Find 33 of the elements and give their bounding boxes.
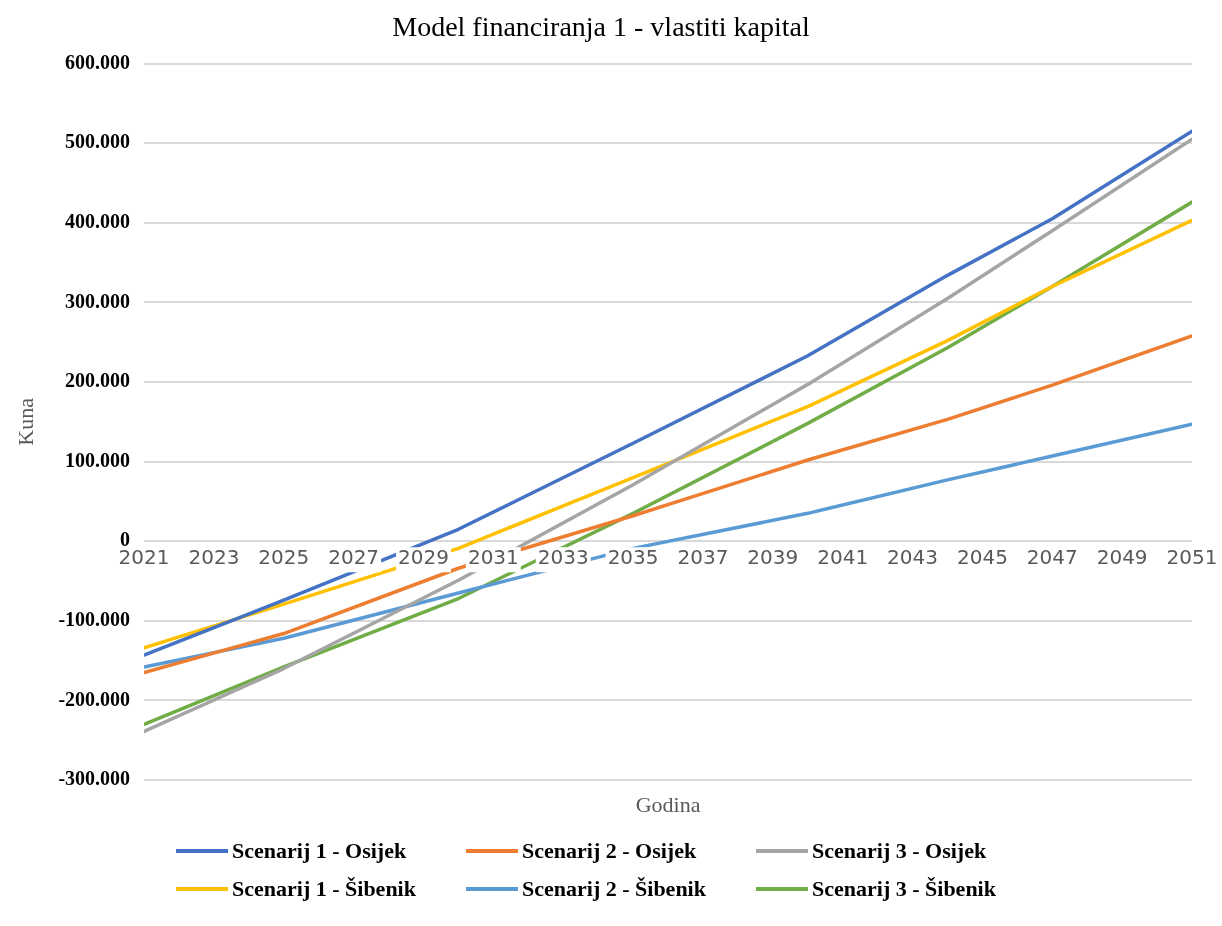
legend-label: Scenarij 1 - Osijek: [232, 838, 407, 864]
x-tick-label: 2035: [607, 545, 659, 570]
x-tick-label: 2025: [258, 545, 310, 570]
x-tick-label: 2031: [467, 545, 519, 570]
y-tick-label: -100.000: [58, 607, 131, 630]
y-tick-label: 100.000: [65, 448, 131, 471]
y-tick-label: 500.000: [65, 130, 131, 153]
x-tick-label: 2027: [328, 545, 380, 570]
x-tick-label: 2041: [817, 545, 869, 570]
x-tick-label: 2051: [1166, 545, 1218, 570]
x-tick-label: 2043: [887, 545, 938, 570]
x-tick-label: 2023: [188, 545, 240, 570]
y-tick-label: 200.000: [65, 369, 131, 392]
legend-label: Scenarij 3 - Šibenik: [812, 876, 996, 902]
x-axis-title: Godina: [635, 791, 701, 817]
x-tick-label: 2033: [537, 545, 589, 570]
legend-label: Scenarij 2 - Osijek: [522, 838, 697, 864]
y-tick-label: 400.000: [65, 209, 131, 232]
legend-label: Scenarij 3 - Osijek: [812, 838, 987, 864]
legend-label: Scenarij 1 - Šibenik: [232, 876, 416, 902]
x-tick-label: 2029: [398, 545, 449, 570]
x-tick-label: 2037: [677, 545, 729, 570]
y-tick-label: 600.000: [65, 50, 131, 73]
y-tick-label: -300.000: [58, 767, 131, 790]
x-tick-label: 2049: [1096, 545, 1148, 570]
y-axis-title: Kuna: [12, 397, 38, 446]
x-tick-label: 2039: [747, 545, 799, 570]
y-tick-label: -200.000: [58, 687, 131, 710]
x-tick-label: 2047: [1026, 545, 1078, 570]
legend-label: Scenarij 2 - Šibenik: [522, 876, 706, 902]
y-tick-label: 300.000: [65, 289, 131, 312]
chart-title: Model financiranja 1 - vlastiti kapital: [392, 11, 810, 43]
x-tick-label: 2045: [956, 545, 1008, 570]
